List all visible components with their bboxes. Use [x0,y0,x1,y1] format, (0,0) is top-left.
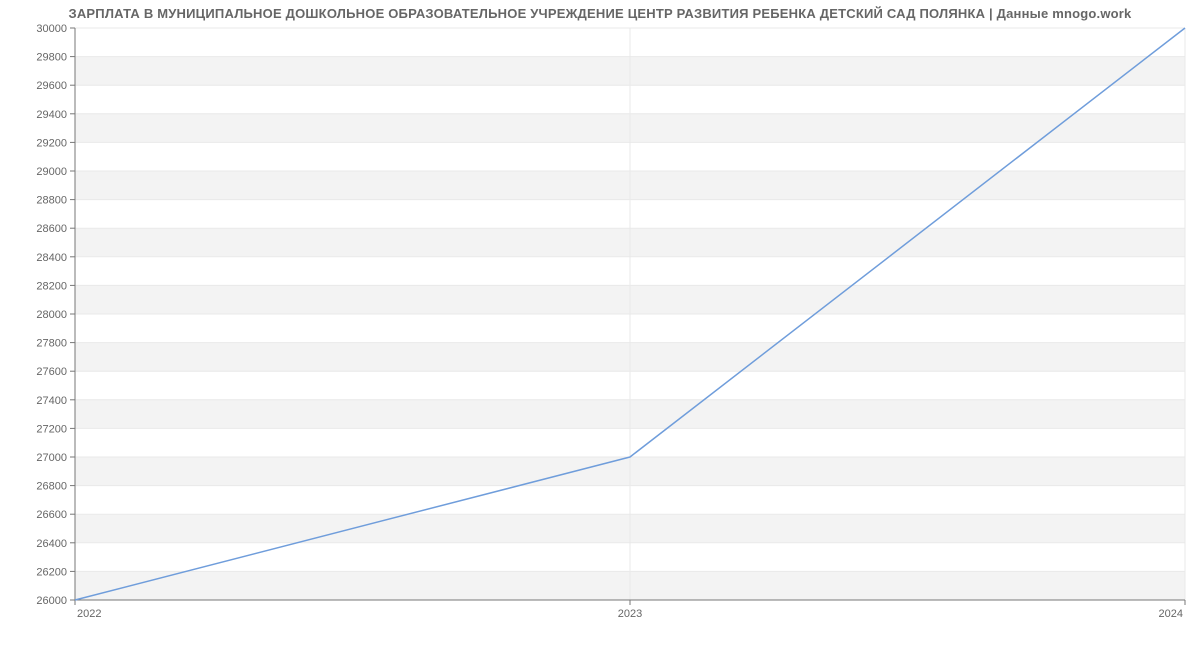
y-tick-label: 29200 [36,137,67,149]
y-tick-label: 29400 [36,109,67,121]
y-tick-label: 28600 [36,223,67,235]
salary-line-chart: ЗАРПЛАТА В МУНИЦИПАЛЬНОЕ ДОШКОЛЬНОЕ ОБРА… [0,0,1200,650]
y-tick-label: 29600 [36,80,67,92]
y-tick-label: 27800 [36,338,67,350]
x-tick-label: 2023 [618,608,642,620]
y-tick-label: 27000 [36,452,67,464]
y-tick-label: 27600 [36,366,67,378]
y-tick-label: 26600 [36,509,67,521]
y-tick-label: 28200 [36,280,67,292]
y-tick-label: 28400 [36,252,67,264]
y-tick-label: 26400 [36,538,67,550]
y-tick-label: 26200 [36,566,67,578]
x-tick-label: 2022 [77,608,101,620]
y-tick-label: 30000 [36,23,67,35]
y-tick-label: 27400 [36,395,67,407]
x-tick-label: 2024 [1159,608,1183,620]
y-tick-label: 29800 [36,52,67,64]
y-tick-label: 28000 [36,309,67,321]
y-tick-label: 29000 [36,166,67,178]
chart-svg: 26000 26200 26400 26600 26800 27000 27200 27400… [0,0,1200,650]
y-tick-label: 27200 [36,423,67,435]
y-tick-label: 28800 [36,195,67,207]
y-tick-label: 26800 [36,481,67,493]
y-tick-label: 26000 [36,595,67,607]
